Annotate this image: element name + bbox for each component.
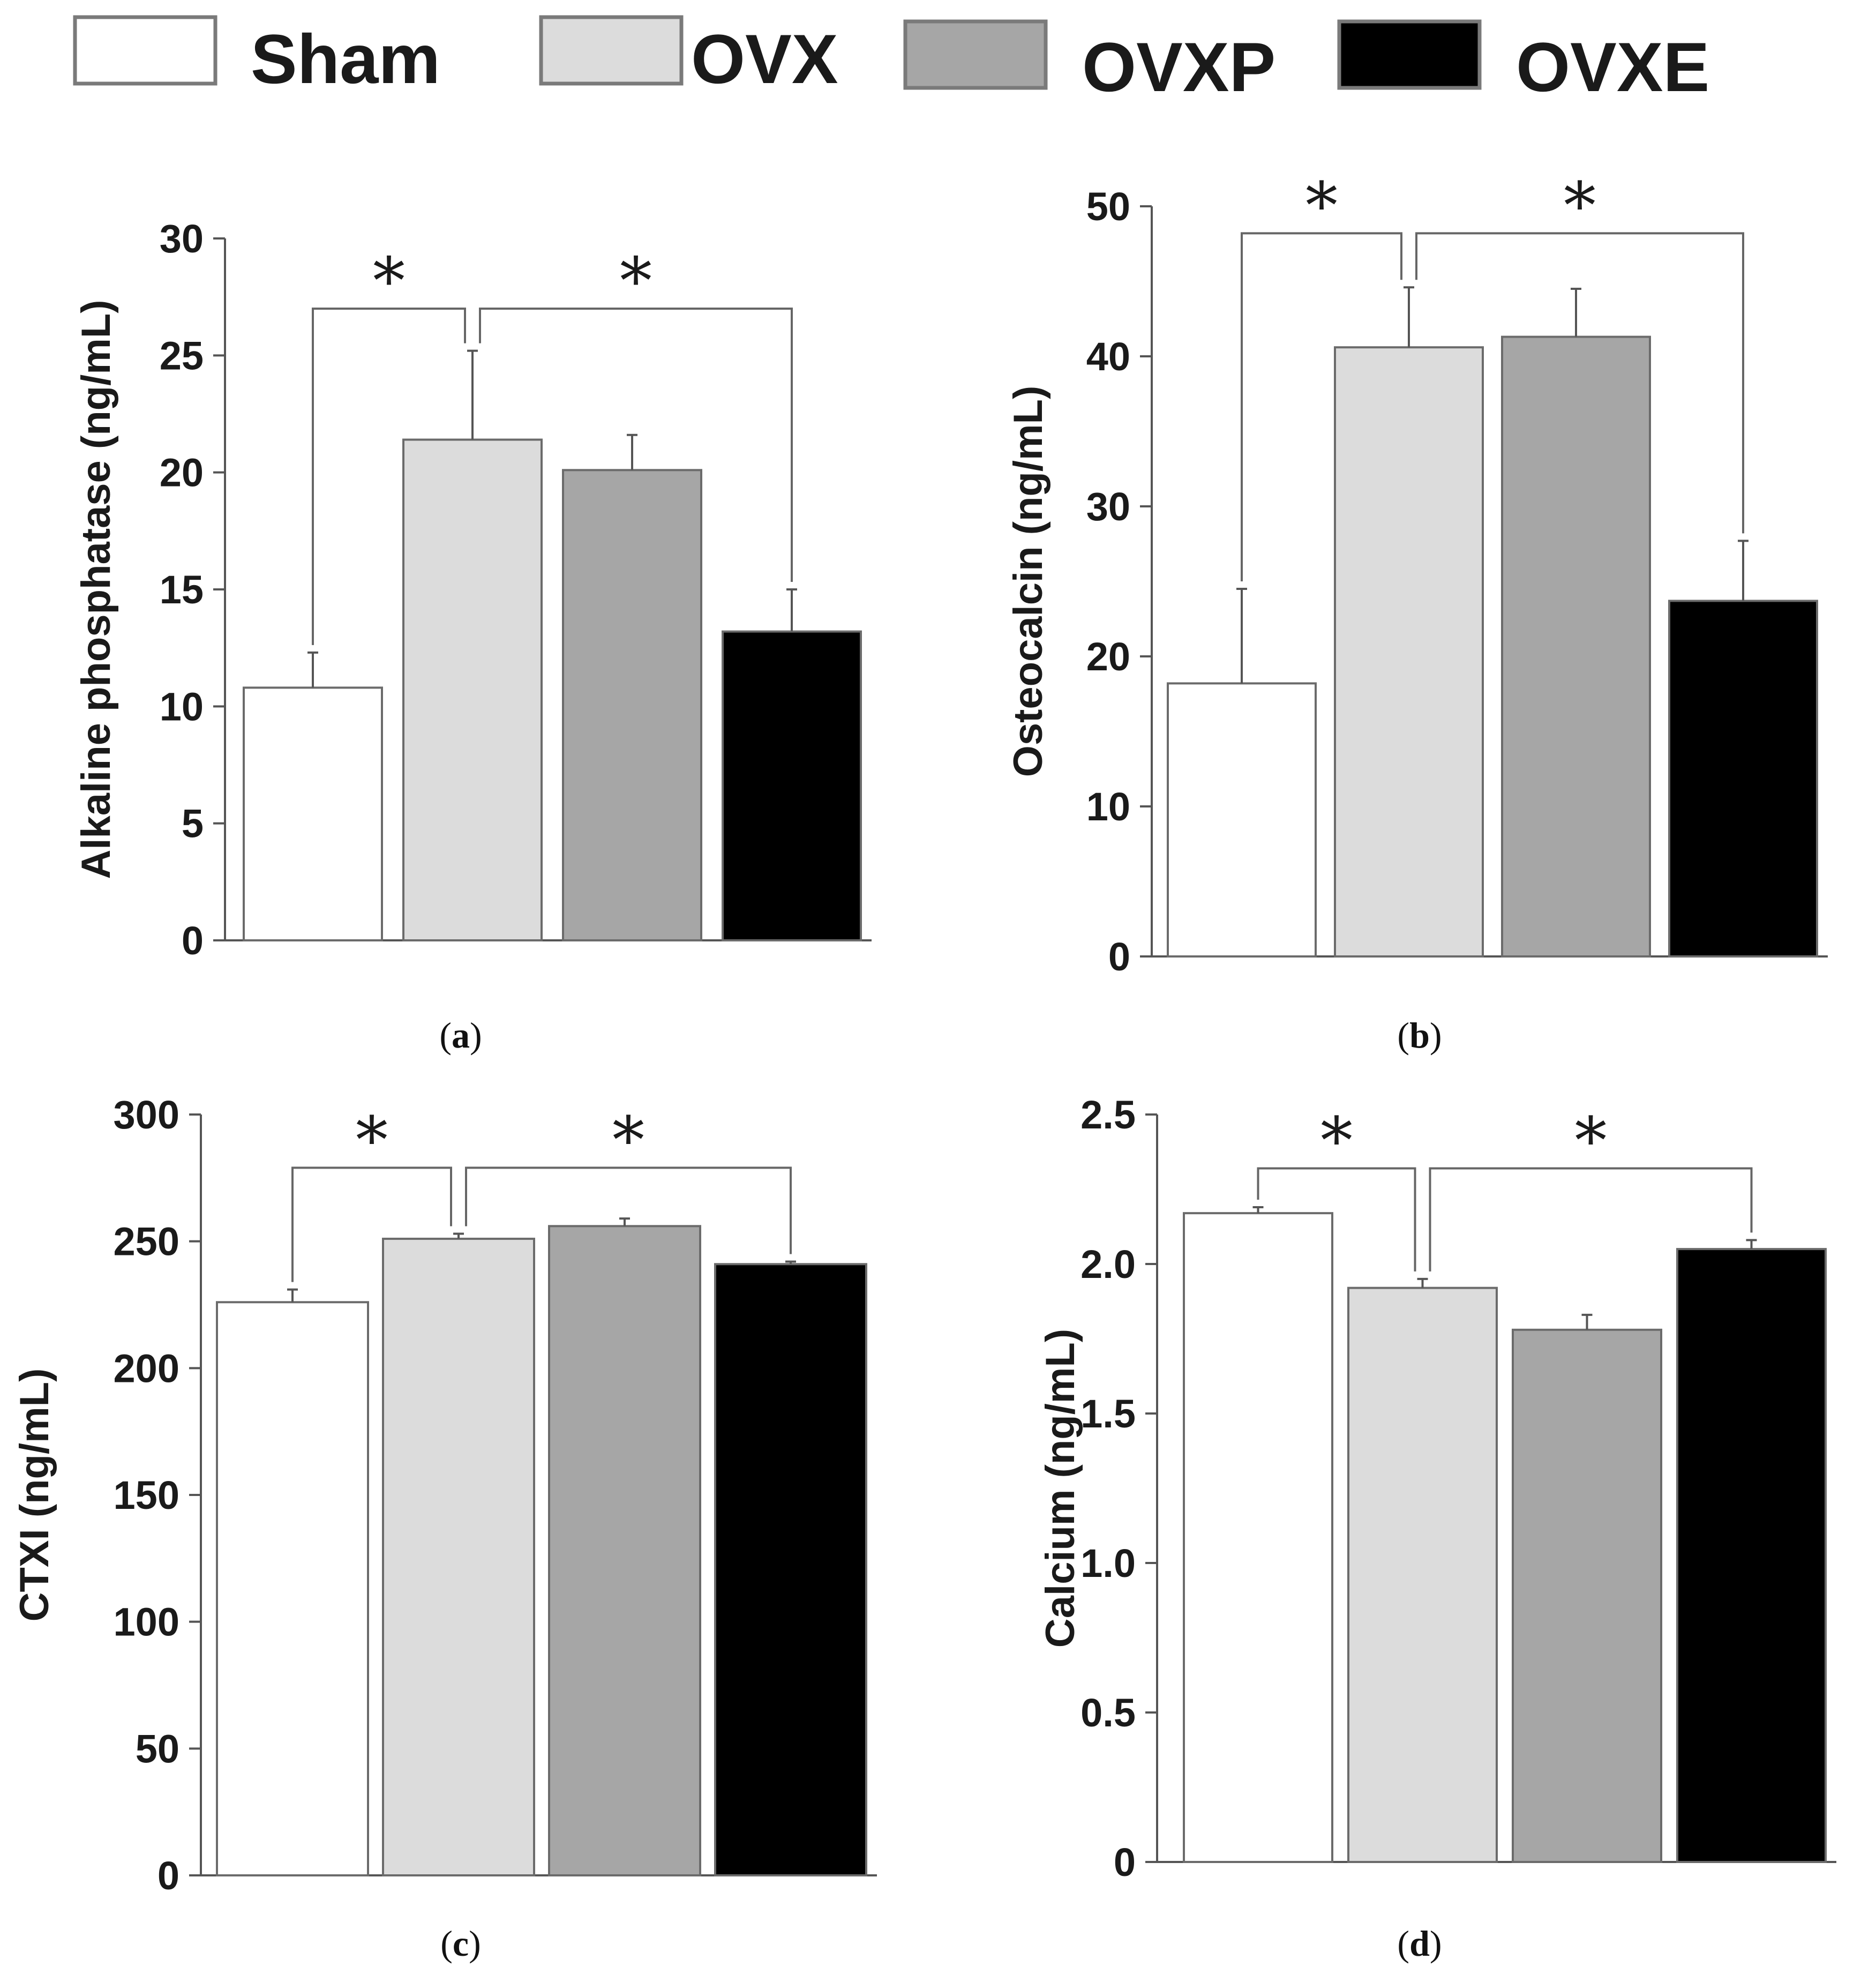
bar-ovxp bbox=[562, 469, 702, 941]
significance-star: * bbox=[1320, 1104, 1353, 1178]
bar-ovxp bbox=[548, 1225, 701, 1876]
bar-ovx bbox=[382, 1237, 535, 1876]
y-tick-label: 40 bbox=[1086, 334, 1130, 379]
y-tick-label: 250 bbox=[114, 1220, 179, 1264]
y-tick-label: 150 bbox=[114, 1473, 179, 1517]
significance-star: * bbox=[1575, 1104, 1607, 1178]
bar-ovx bbox=[1334, 346, 1484, 958]
caption-letter: d bbox=[1409, 1923, 1430, 1964]
y-tick-label: 200 bbox=[114, 1346, 179, 1390]
y-tick-label: 100 bbox=[114, 1600, 179, 1644]
legend-swatch-ovx bbox=[539, 15, 684, 86]
y-tick-label: 0 bbox=[1108, 934, 1130, 979]
y-tick-label: 2.0 bbox=[1080, 1242, 1136, 1287]
panel-a: 0 5 10 15 20 25 30 Alkaline phosphatase (ng/mL)… bbox=[73, 216, 872, 1056]
panel-caption: (c) bbox=[440, 1923, 481, 1964]
y-tick-label: 0.5 bbox=[1080, 1691, 1136, 1735]
significance-bracket bbox=[1241, 232, 1402, 581]
y-axis-label: Osteocalcin (ng/mL) bbox=[1005, 386, 1051, 777]
y-tick-label: 50 bbox=[1086, 184, 1130, 229]
bar-sham bbox=[1183, 1212, 1333, 1863]
y-tick-label: 50 bbox=[136, 1726, 179, 1771]
significance-bracket bbox=[479, 308, 793, 582]
panel-caption: (a) bbox=[439, 1015, 482, 1056]
legend-swatch-ovxe bbox=[1337, 19, 1482, 90]
y-tick-label: 0 bbox=[157, 1853, 179, 1898]
significance-bracket bbox=[312, 308, 466, 645]
y-tick-label: 1.5 bbox=[1080, 1392, 1136, 1436]
y-tick-label: 300 bbox=[114, 1093, 179, 1137]
significance-bracket bbox=[1257, 1167, 1416, 1272]
bar-ovxe bbox=[1676, 1248, 1827, 1864]
y-tick-label: 30 bbox=[160, 216, 204, 261]
caption-close-paren: ) bbox=[470, 1015, 482, 1056]
y-axis-label: CTXI (ng/mL) bbox=[12, 1368, 57, 1622]
y-tick-label: 10 bbox=[160, 684, 204, 729]
significance-star: * bbox=[1305, 169, 1338, 243]
y-tick-label: 0 bbox=[182, 918, 204, 963]
caption-close-paren: ) bbox=[1430, 1015, 1442, 1056]
bar-ovx bbox=[402, 438, 543, 941]
bar-ovxe bbox=[714, 1263, 867, 1876]
legend-swatch-sham bbox=[73, 15, 217, 86]
caption-open-paren: ( bbox=[439, 1015, 452, 1056]
panel-caption: (b) bbox=[1397, 1015, 1442, 1056]
y-tick-label: 15 bbox=[160, 567, 204, 612]
significance-bracket bbox=[291, 1166, 452, 1282]
significance-bracket bbox=[1415, 232, 1744, 534]
caption-open-paren: ( bbox=[1397, 1015, 1409, 1056]
y-tick-label: 20 bbox=[1086, 634, 1130, 679]
bar-sham bbox=[243, 686, 383, 942]
panel-d: 0 0.5 1.0 1.5 2.0 2.5 Calcium (ng/mL) * * (d) bbox=[1038, 1093, 1836, 1964]
bar-ovxp bbox=[1501, 335, 1651, 958]
bar-ovxe bbox=[1668, 600, 1818, 958]
y-tick-label: 25 bbox=[160, 333, 204, 378]
y-tick-label: 30 bbox=[1086, 484, 1130, 529]
caption-open-paren: ( bbox=[1397, 1923, 1409, 1964]
significance-bracket bbox=[465, 1166, 792, 1254]
panel-c: 0 50 100 150 200 250 300 CTXI (ng/mL) * * (c) bbox=[12, 1093, 877, 1964]
legend-label-ovx: OVX bbox=[691, 20, 838, 98]
caption-close-paren: ) bbox=[1430, 1923, 1442, 1964]
caption-open-paren: ( bbox=[440, 1923, 453, 1964]
significance-bracket bbox=[1429, 1167, 1753, 1272]
bar-ovxp bbox=[1512, 1328, 1662, 1863]
panel-caption: (d) bbox=[1397, 1923, 1442, 1964]
y-tick-label: 0 bbox=[1114, 1840, 1136, 1884]
significance-star: * bbox=[1564, 169, 1596, 243]
legend: Sham OVX OVXP OVXE bbox=[73, 15, 1709, 106]
legend-label-ovxp: OVXP bbox=[1082, 28, 1275, 106]
significance-star: * bbox=[612, 1103, 644, 1178]
caption-letter: c bbox=[453, 1923, 469, 1964]
caption-letter: b bbox=[1409, 1015, 1430, 1056]
bar-sham bbox=[1167, 682, 1317, 958]
significance-star: * bbox=[620, 244, 652, 319]
significance-star: * bbox=[356, 1103, 388, 1178]
y-tick-label: 10 bbox=[1086, 784, 1130, 829]
y-tick-label: 1.0 bbox=[1080, 1541, 1136, 1585]
y-axis-label: Alkaline phosphatase (ng/mL) bbox=[73, 300, 119, 879]
legend-label-ovxe: OVXE bbox=[1516, 28, 1709, 106]
y-axis-label: Calcium (ng/mL) bbox=[1038, 1329, 1083, 1648]
significance-star: * bbox=[373, 244, 405, 319]
panel-b: 0 10 20 30 40 50 Osteocalcin (ng/mL) * * (b) bbox=[1005, 169, 1828, 1056]
legend-label-sham: Sham bbox=[251, 20, 440, 98]
y-tick-label: 2.5 bbox=[1080, 1093, 1136, 1137]
legend-swatch-ovxp bbox=[903, 19, 1048, 90]
y-tick-label: 20 bbox=[160, 451, 204, 495]
caption-letter: a bbox=[452, 1015, 470, 1056]
bar-ovx bbox=[1347, 1287, 1498, 1863]
bar-sham bbox=[216, 1301, 369, 1876]
caption-close-paren: ) bbox=[469, 1923, 481, 1964]
bar-ovxe bbox=[722, 630, 862, 941]
y-tick-label: 5 bbox=[182, 802, 204, 846]
